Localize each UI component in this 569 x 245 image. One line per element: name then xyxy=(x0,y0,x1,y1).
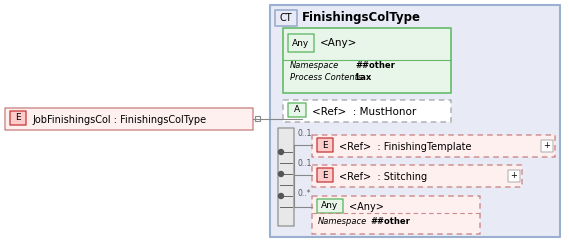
FancyBboxPatch shape xyxy=(312,196,480,234)
FancyBboxPatch shape xyxy=(288,34,314,52)
Circle shape xyxy=(278,172,283,176)
Text: 0..1: 0..1 xyxy=(298,159,312,168)
Text: Namespace: Namespace xyxy=(290,61,339,70)
Text: <Ref>  : Stitching: <Ref> : Stitching xyxy=(339,172,427,182)
Bar xyxy=(255,117,261,122)
Text: Process Contents: Process Contents xyxy=(290,74,362,83)
FancyBboxPatch shape xyxy=(283,100,451,122)
FancyBboxPatch shape xyxy=(275,10,297,26)
FancyBboxPatch shape xyxy=(508,170,520,182)
Text: JobFinishingsCol : FinishingsColType: JobFinishingsCol : FinishingsColType xyxy=(32,115,206,125)
Text: 0..1: 0..1 xyxy=(298,128,312,137)
FancyBboxPatch shape xyxy=(312,135,555,157)
FancyBboxPatch shape xyxy=(312,165,522,187)
FancyBboxPatch shape xyxy=(317,138,333,152)
FancyBboxPatch shape xyxy=(283,28,451,93)
FancyBboxPatch shape xyxy=(317,168,333,182)
Circle shape xyxy=(278,149,283,155)
FancyBboxPatch shape xyxy=(288,103,306,117)
Text: CT: CT xyxy=(280,13,292,23)
Text: A: A xyxy=(294,106,300,114)
FancyBboxPatch shape xyxy=(10,111,26,125)
Text: Any: Any xyxy=(292,38,310,48)
Text: <Ref>  : FinishingTemplate: <Ref> : FinishingTemplate xyxy=(339,142,472,152)
Text: <Ref>  : MustHonor: <Ref> : MustHonor xyxy=(312,107,417,117)
Text: ##other: ##other xyxy=(355,61,395,70)
FancyBboxPatch shape xyxy=(5,108,253,130)
Text: ##other: ##other xyxy=(370,218,410,226)
Text: Any: Any xyxy=(321,201,339,210)
Text: E: E xyxy=(15,113,21,122)
Text: Namespace: Namespace xyxy=(318,218,367,226)
Text: 0..*: 0..* xyxy=(298,189,311,198)
Text: FinishingsColType: FinishingsColType xyxy=(302,12,421,24)
Text: +: + xyxy=(510,172,517,181)
FancyBboxPatch shape xyxy=(270,5,560,237)
Text: Lax: Lax xyxy=(355,74,371,83)
Text: E: E xyxy=(322,171,328,180)
Text: E: E xyxy=(322,140,328,149)
Circle shape xyxy=(278,194,283,198)
FancyBboxPatch shape xyxy=(317,199,343,213)
Text: +: + xyxy=(543,142,550,150)
Text: <Any>: <Any> xyxy=(320,38,357,48)
FancyBboxPatch shape xyxy=(278,128,294,226)
FancyBboxPatch shape xyxy=(541,140,553,152)
Text: <Any>: <Any> xyxy=(349,202,384,212)
